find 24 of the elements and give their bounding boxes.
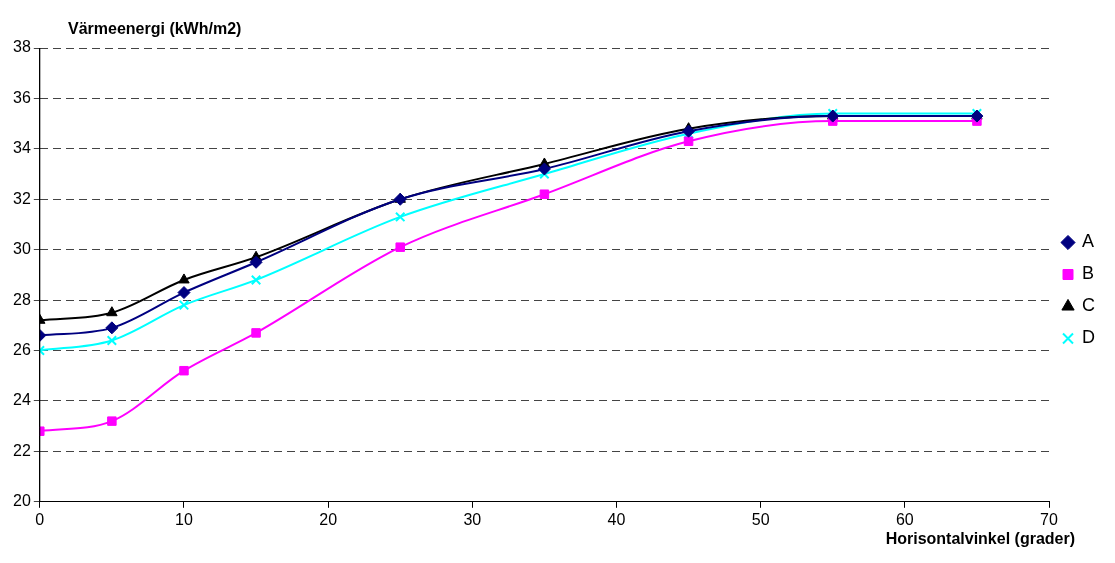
x-tick-label: 60 bbox=[895, 510, 914, 528]
y-tick-label: 20 bbox=[13, 492, 31, 510]
legend-label: D bbox=[1082, 327, 1095, 348]
x-tick-label: 30 bbox=[463, 510, 482, 528]
x-tick-label: 0 bbox=[35, 510, 45, 528]
x-tick-label: 20 bbox=[319, 510, 338, 528]
x-tick-label: 40 bbox=[607, 510, 626, 528]
y-tick-label: 34 bbox=[13, 139, 31, 157]
legend-label: C bbox=[1082, 295, 1095, 316]
y-axis-title: Värmeenergi (kWh/m2) bbox=[68, 20, 242, 38]
legend-label: B bbox=[1082, 263, 1095, 284]
y-tick-label: 26 bbox=[13, 340, 31, 358]
x-tick-label: 50 bbox=[751, 510, 770, 528]
y-tick-label: 36 bbox=[13, 88, 31, 106]
y-tick-label: 32 bbox=[13, 189, 31, 207]
y-tick-label: 30 bbox=[13, 240, 31, 258]
x-tick-label: 70 bbox=[1040, 510, 1058, 528]
x-axis-title: Horisontalvinkel (grader) bbox=[885, 530, 1075, 548]
y-tick-label: 22 bbox=[13, 441, 31, 459]
y-tick-label: 38 bbox=[13, 38, 31, 56]
y-tick-label: 28 bbox=[13, 290, 31, 308]
y-tick-label: 24 bbox=[13, 391, 31, 409]
legend-label: A bbox=[1082, 231, 1095, 252]
x-tick-label: 10 bbox=[175, 510, 193, 528]
